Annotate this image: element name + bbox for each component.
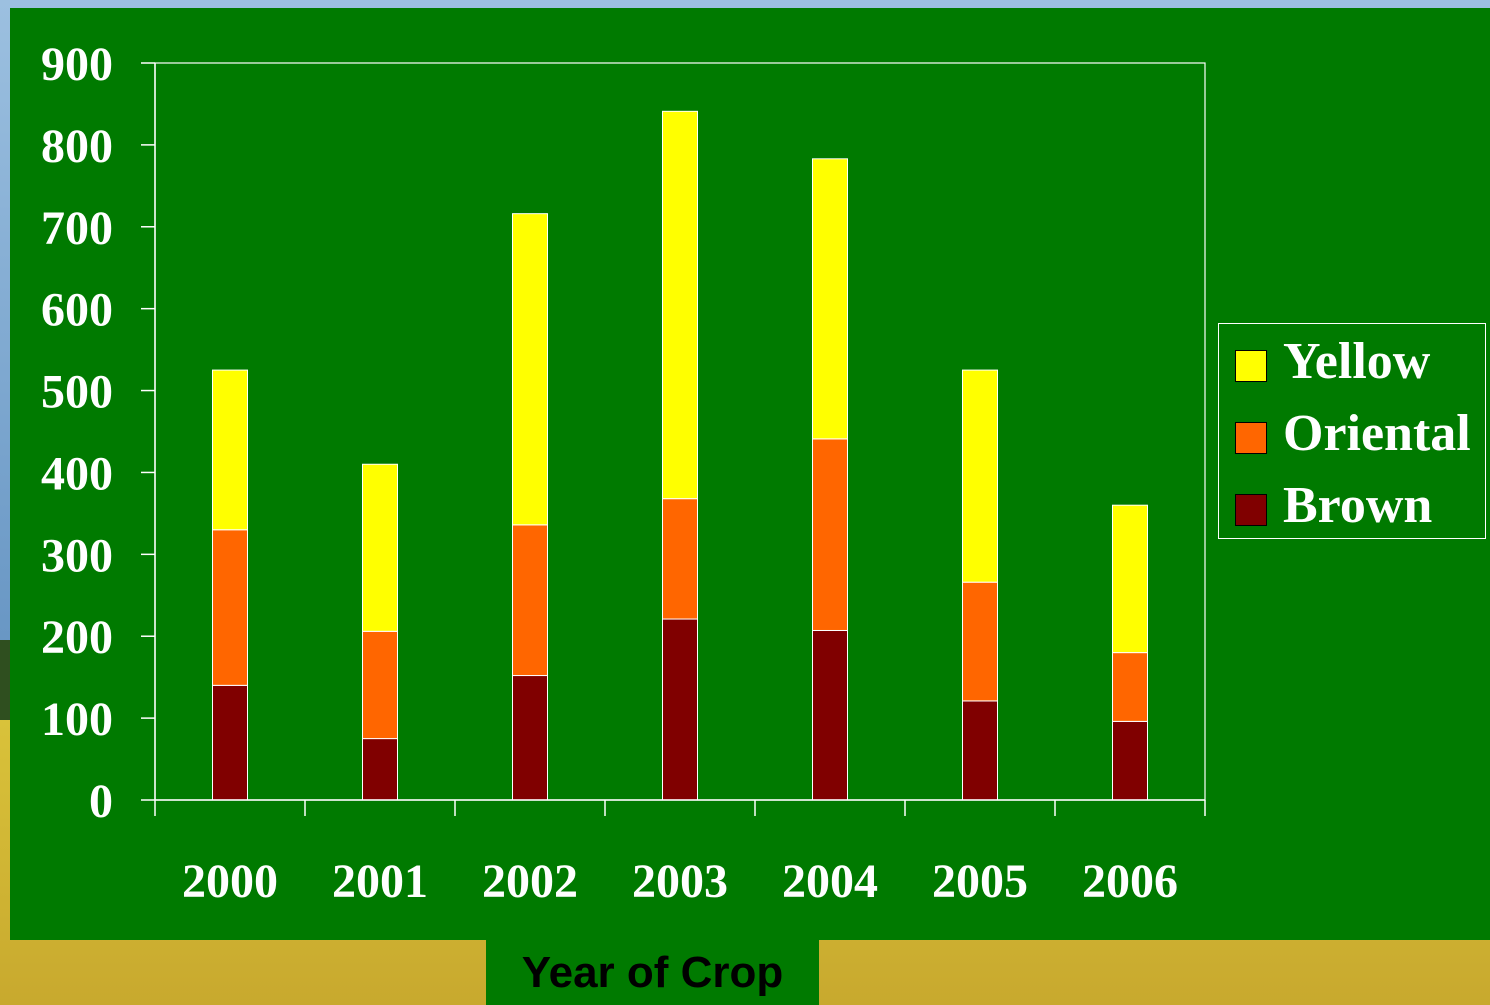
legend-label-oriental: Oriental [1283,405,1471,462]
y-tick-label-900: 900 [41,38,113,91]
x-tick-label-2005: 2005 [932,855,1028,908]
bar-oriental-2003 [662,498,698,620]
bar-brown-2002 [512,675,548,801]
bar-brown-2004 [812,629,848,801]
bar-yellow-2000 [212,369,248,531]
y-tick-label-700: 700 [41,202,113,255]
y-tick-label-100: 100 [41,693,113,746]
x-axis-title-box: Year of Crop [486,940,819,1005]
legend-item-brown: Brown [1235,476,1485,536]
y-tick-label-200: 200 [41,611,113,664]
bar-yellow-2005 [962,369,998,583]
bar-yellow-2003 [662,110,698,500]
legend-swatch-yellow [1235,350,1267,382]
legend-swatch-oriental [1235,422,1267,454]
legend-label-brown: Brown [1283,477,1433,534]
x-tick-label-2003: 2003 [632,855,728,908]
x-tick-label-2006: 2006 [1082,855,1178,908]
x-tick-label-2004: 2004 [782,855,878,908]
y-tick-label-300: 300 [41,529,113,582]
bar-oriental-2005 [962,581,998,702]
bar-brown-2006 [1112,720,1148,801]
bar-oriental-2000 [212,529,248,686]
legend-item-oriental: Oriental [1235,404,1485,464]
y-tick-label-800: 800 [41,120,113,173]
bar-brown-2001 [362,738,398,801]
bar-brown-2003 [662,618,698,801]
legend-swatch-brown [1235,494,1267,526]
bar-yellow-2004 [812,158,848,440]
bar-yellow-2002 [512,213,548,526]
x-axis-title: Year of Crop [521,948,784,997]
y-tick-label-500: 500 [41,366,113,419]
bar-brown-2000 [212,684,248,801]
bar-oriental-2006 [1112,652,1148,722]
bar-yellow-2006 [1112,504,1148,654]
bar-oriental-2004 [812,438,848,631]
bar-oriental-2002 [512,524,548,677]
y-tick-label-400: 400 [41,447,113,500]
x-tick-label-2001: 2001 [332,855,428,908]
bar-oriental-2001 [362,630,398,740]
bar-yellow-2001 [362,463,398,632]
y-tick-label-0: 0 [89,775,113,828]
legend-label-yellow: Yellow [1283,333,1431,390]
x-tick-label-2000: 2000 [182,855,278,908]
legend-item-yellow: Yellow [1235,332,1485,392]
bar-brown-2005 [962,700,998,801]
chart-panel [10,8,1490,940]
legend: Yellow Oriental Brown [1218,323,1486,539]
x-tick-label-2002: 2002 [482,855,578,908]
y-tick-label-600: 600 [41,284,113,337]
